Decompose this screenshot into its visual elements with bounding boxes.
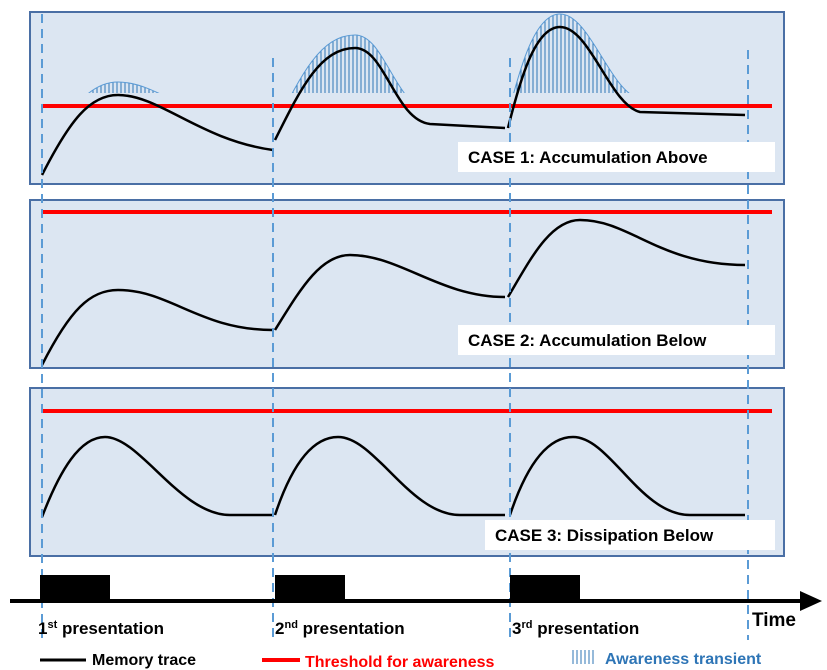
awareness-transient: [88, 13, 630, 93]
ordinal-suffix: rd: [521, 619, 532, 631]
axis-label: Time: [752, 610, 796, 631]
presentation-block: [275, 575, 345, 601]
presentation-text: presentation: [57, 619, 164, 638]
legend-label: Threshold for awareness: [305, 654, 494, 670]
presentation-block: [510, 575, 580, 601]
ordinal-suffix: nd: [284, 619, 297, 631]
ordinal: 1: [38, 619, 47, 638]
case-label-box: [458, 325, 775, 355]
ordinal: 2: [275, 619, 284, 638]
legend-swatch: [570, 650, 596, 664]
presentation-text: presentation: [532, 619, 639, 638]
ordinal-suffix: st: [47, 619, 57, 631]
time-arrow: [800, 591, 822, 611]
presentation-label: 2nd presentation: [275, 619, 405, 638]
case-label: CASE 2: Accumulation Below: [468, 331, 707, 350]
presentation-label: 3rd presentation: [512, 619, 639, 638]
memory-trace: [40, 25, 746, 518]
case-label: CASE 3: Dissipation Below: [495, 526, 714, 545]
presentation-text: presentation: [298, 619, 405, 638]
case-label-box: [458, 142, 775, 172]
legend-label: Awareness transient: [605, 651, 762, 668]
legend-label: Memory trace: [92, 652, 196, 669]
case-label-box: [485, 520, 775, 550]
ordinal: 3: [512, 619, 521, 638]
case-label: CASE 1: Accumulation Above: [468, 148, 708, 167]
presentation-label: 1st presentation: [38, 619, 164, 638]
presentation-block: [40, 575, 110, 601]
